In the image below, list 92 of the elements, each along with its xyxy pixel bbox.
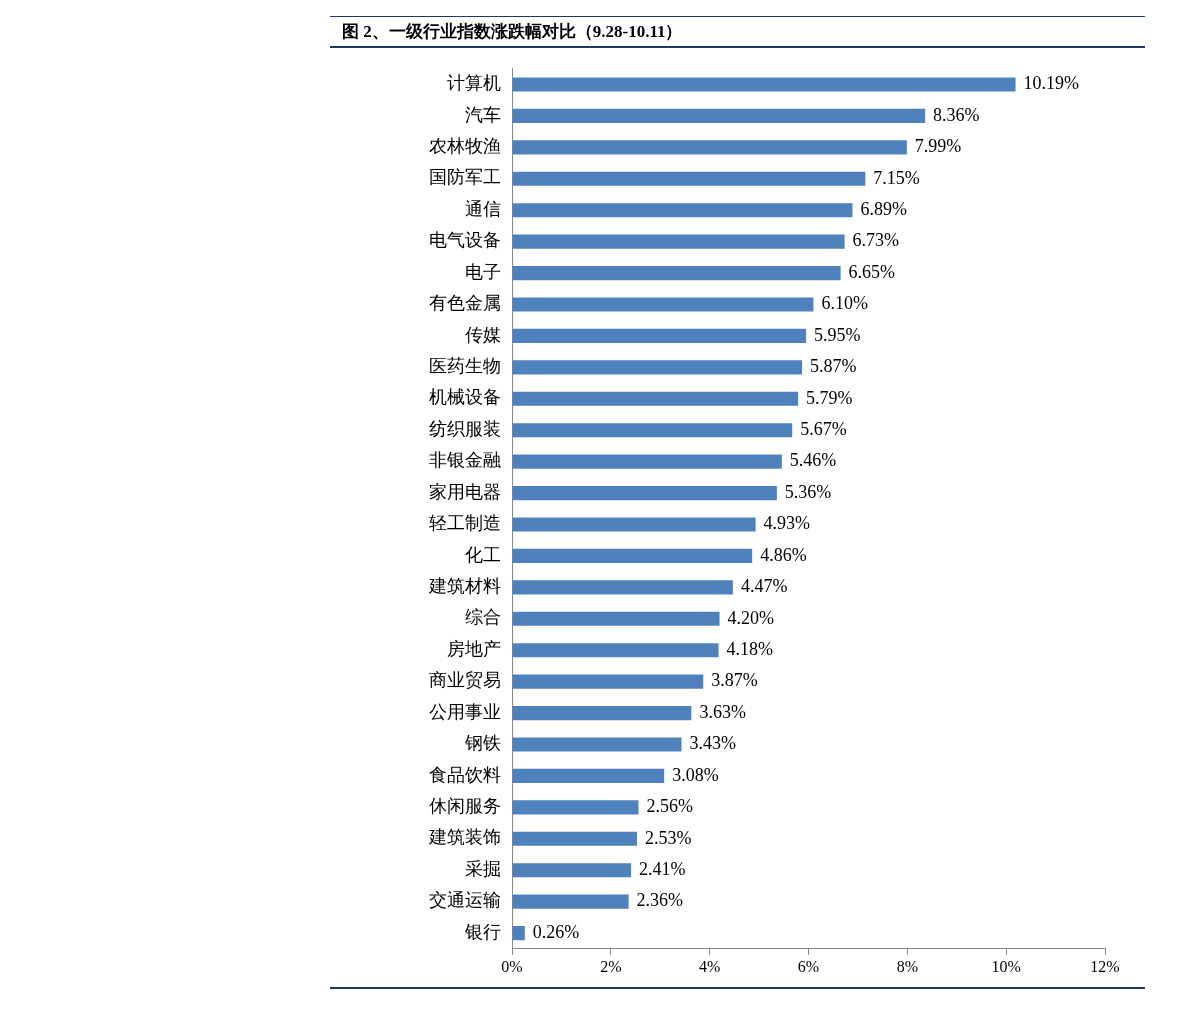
bar [512, 486, 777, 501]
bar [512, 548, 753, 564]
bar [512, 360, 803, 375]
y-tick-label: 非银金融 [429, 449, 501, 471]
bar [512, 77, 1016, 92]
y-tick-label: 食品饮料 [429, 763, 501, 785]
y-tick-label: 电子 [465, 260, 501, 282]
chart-title: 图 2、一级行业指数涨跌幅对比（9.28-10.11） [330, 16, 1145, 48]
bar [512, 926, 525, 941]
bar [512, 266, 841, 281]
data-label: 2.41% [639, 858, 686, 879]
data-label: 4.47% [740, 576, 788, 597]
bar [512, 863, 632, 878]
data-label: 5.36% [784, 481, 832, 502]
y-tick-label: 交通运输 [429, 889, 501, 911]
data-label: 4.86% [760, 544, 807, 565]
data-label: 2.56% [646, 796, 694, 817]
data-label: 4.93% [763, 513, 811, 534]
bar [512, 203, 853, 218]
y-tick-label: 通信 [465, 197, 501, 219]
data-label: 2.53% [645, 827, 692, 848]
x-tick-label: 12% [1090, 957, 1120, 975]
bar [512, 140, 907, 155]
data-label: 6.89% [860, 198, 907, 219]
y-tick-label: 综合 [465, 606, 501, 628]
x-tick-label: 10% [991, 957, 1021, 975]
data-label: 5.67% [800, 418, 847, 439]
y-tick-label: 汽车 [465, 103, 501, 125]
x-tick-label: 4% [699, 957, 721, 975]
y-tick-label: 钢铁 [464, 732, 501, 754]
y-tick-label: 纺织服装 [429, 417, 501, 439]
bar [512, 737, 682, 752]
bar [512, 611, 720, 626]
bar [512, 831, 638, 846]
data-label: 6.73% [852, 230, 900, 251]
data-label: 6.10% [821, 293, 868, 314]
data-label: 3.87% [711, 670, 758, 691]
bar [512, 768, 665, 784]
y-tick-label: 化工 [465, 543, 501, 565]
y-tick-label: 商业贸易 [429, 669, 501, 691]
data-label: 4.20% [727, 607, 775, 628]
bar [512, 894, 629, 909]
y-tick-label: 公用事业 [429, 700, 501, 722]
bar [512, 297, 814, 312]
y-tick-label: 休闲服务 [429, 795, 501, 817]
data-label: 3.63% [699, 701, 746, 722]
x-tick-label: 8% [896, 957, 918, 975]
y-tick-label: 传媒 [465, 323, 501, 345]
bar [512, 234, 845, 249]
data-label: 5.46% [789, 450, 837, 471]
y-tick-label: 采掘 [465, 857, 501, 879]
data-label: 6.65% [848, 261, 896, 282]
y-tick-label: 建筑装饰 [428, 826, 501, 848]
y-tick-label: 家用电器 [429, 480, 501, 502]
y-tick-label: 银行 [464, 920, 501, 942]
bar [512, 517, 756, 532]
bar [512, 643, 719, 658]
data-label: 7.15% [873, 167, 920, 188]
data-label: 4.18% [726, 638, 774, 659]
data-label: 3.43% [689, 733, 736, 754]
x-tick-label: 6% [797, 957, 820, 975]
y-tick-label: 国防军工 [429, 166, 501, 188]
data-label: 10.19% [1023, 73, 1080, 94]
bar [512, 674, 704, 689]
x-tick-label: 2% [600, 957, 622, 975]
bar [512, 706, 692, 721]
data-label: 5.87% [810, 356, 857, 377]
bar [512, 171, 866, 186]
data-label: 2.36% [636, 890, 684, 911]
bar [512, 391, 799, 406]
y-tick-label: 建筑材料 [428, 575, 501, 597]
bar [512, 454, 782, 469]
y-tick-label: 医药生物 [429, 355, 501, 377]
data-label: 7.99% [914, 136, 962, 157]
bar [512, 423, 793, 438]
y-tick-label: 机械设备 [429, 386, 501, 408]
y-tick-label: 轻工制造 [429, 512, 501, 534]
y-tick-label: 计算机 [447, 72, 501, 94]
y-tick-label: 房地产 [447, 637, 501, 659]
y-tick-label: 电气设备 [429, 229, 501, 251]
bar [512, 800, 639, 815]
bar [512, 580, 733, 595]
y-tick-label: 有色金属 [429, 292, 501, 314]
bar [512, 108, 926, 124]
data-label: 3.08% [672, 764, 719, 785]
data-label: 5.79% [806, 387, 853, 408]
data-label: 0.26% [532, 921, 580, 942]
y-tick-label: 农林牧渔 [429, 135, 501, 157]
data-label: 5.95% [814, 324, 861, 345]
data-label: 8.36% [933, 104, 980, 125]
x-tick-label: 0% [501, 957, 523, 975]
bar [512, 328, 807, 344]
